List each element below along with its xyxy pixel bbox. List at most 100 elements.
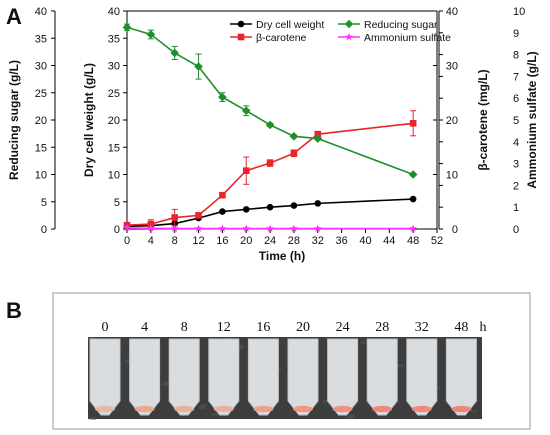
reducing-sugar-point — [194, 62, 203, 71]
ammonium-sulfate-axis-tick-label: 0 — [513, 224, 519, 236]
ammonium-sulfate-axis-tick-label: 10 — [513, 6, 525, 18]
x-tick-label: 48 — [407, 235, 419, 247]
cell-pellet — [411, 405, 432, 413]
time-label: 0 — [102, 320, 109, 335]
x-tick-label: 44 — [383, 235, 395, 247]
x-tick-label: 36 — [335, 235, 347, 247]
background-texture — [201, 404, 207, 407]
dry-cell-weight-line — [126, 198, 414, 228]
dry-cell-weight-point — [409, 195, 417, 203]
cell-pellet — [253, 405, 274, 413]
ammonium-sulfate-point — [242, 224, 251, 232]
dry-cell-weight-point — [266, 203, 274, 211]
x-tick-label: 52 — [431, 235, 443, 247]
background-texture — [162, 383, 168, 386]
reducing-sugar-axis-tick-label: 40 — [35, 6, 47, 18]
tube-photo: 0 4 8 12 16 20 24 28 32 48 h — [52, 292, 531, 430]
background-texture — [349, 414, 355, 417]
time-label: 48 — [454, 320, 468, 335]
ammonium-sulfate-axis-tick-label: 6 — [513, 93, 519, 105]
background-texture — [199, 406, 205, 409]
tube — [366, 338, 398, 416]
beta-carotene-point — [242, 167, 250, 174]
beta-carotene-point — [409, 119, 417, 127]
beta-carotene-point — [266, 159, 274, 167]
time-label: 32 — [415, 320, 429, 335]
reducing-sugar-axis-tick-label: 10 — [35, 170, 47, 182]
ammonium-sulfate-axis-tick-label: 1 — [513, 202, 519, 214]
reducing-sugar-axis-tick-label: 25 — [35, 88, 47, 100]
panel-b-label: B — [6, 298, 22, 323]
beta-carotene-line — [126, 122, 414, 226]
time-label: 8 — [181, 320, 188, 335]
x-tick-label: 32 — [312, 235, 324, 247]
reducing-sugar-point — [146, 30, 156, 39]
reducing-sugar-axis-tick-label: 35 — [35, 33, 47, 45]
reducing-sugar-point — [289, 132, 299, 141]
ammonium-sulfate-axis-tick-label: 5 — [513, 115, 519, 127]
x-tick-label: 12 — [192, 235, 204, 247]
cell-pellet — [332, 405, 353, 413]
x-axis-label: Time (h) — [259, 249, 305, 263]
tube — [247, 338, 279, 416]
reducing-sugar-point — [265, 120, 275, 130]
reducing-sugar-point — [241, 106, 251, 116]
reducing-sugar-axis-label: Reducing sugar (g/L) — [7, 60, 21, 180]
x-tick-label: 16 — [216, 235, 228, 247]
ammonium-sulfate-point — [170, 224, 179, 232]
beta-carotene-point — [290, 149, 298, 157]
background-texture — [397, 364, 403, 367]
legend-beta-carotene-label: β-carotene — [256, 32, 307, 44]
beta-carotene-point — [314, 130, 322, 138]
cell-pellet — [451, 405, 472, 413]
reducing-sugar-axis-tick-label: 5 — [41, 197, 47, 209]
time-label: 16 — [256, 320, 270, 335]
legend-reducing-sugar-label: Reducing sugar — [364, 19, 438, 31]
ammonium-sulfate-point — [289, 224, 298, 232]
ammonium-sulfate-axis-tick-label: 3 — [513, 159, 519, 171]
x-tick-label: 4 — [148, 235, 154, 247]
dry-cell-weight-axis-tick-label: 10 — [108, 170, 120, 182]
time-label: 12 — [217, 320, 231, 335]
dry-cell-weight-axis-tick-label: 25 — [108, 88, 120, 100]
time-label: 4 — [141, 320, 148, 335]
x-tick-label: 40 — [359, 235, 371, 247]
dry-cell-weight-axis-label: Dry cell weight (g/L) — [82, 63, 96, 177]
reducing-sugar-point — [218, 92, 227, 102]
background-texture — [347, 416, 353, 419]
tube — [129, 338, 161, 416]
beta-carotene-axis-label: β-carotene (mg/L) — [476, 69, 490, 170]
reducing-sugar-axis-tick-label: 30 — [35, 61, 47, 73]
background-texture — [471, 410, 477, 413]
ammonium-sulfate-point — [123, 223, 131, 232]
time-label: 28 — [375, 320, 389, 335]
ammonium-sulfate-point — [146, 224, 155, 232]
reducing-sugar-point — [408, 170, 418, 179]
dry-cell-weight-axis-tick-label: 5 — [114, 197, 120, 209]
background-texture — [90, 417, 96, 420]
beta-carotene-axis-tick-label: 10 — [446, 170, 458, 182]
dry-cell-weight-axis-tick-label: 30 — [108, 61, 120, 73]
background-texture — [238, 345, 244, 348]
background-texture — [164, 381, 170, 384]
cell-pellet — [213, 405, 234, 413]
ammonium-sulfate-line — [126, 227, 414, 230]
tube — [208, 338, 240, 416]
beta-carotene-point — [195, 212, 202, 219]
legend-ammonium-sulfate-marker — [345, 32, 353, 41]
dry-cell-weight-point — [314, 200, 322, 207]
dry-cell-weight-point — [219, 208, 226, 215]
x-tick-label: 0 — [124, 235, 130, 247]
ammonium-sulfate-axis-tick-label: 9 — [513, 28, 519, 40]
ammonium-sulfate-axis-tick-label: 2 — [513, 180, 519, 192]
beta-carotene-axis-tick-label: 40 — [446, 6, 458, 18]
x-tick-label: 24 — [264, 235, 276, 247]
dry-cell-weight-axis-tick-label: 15 — [108, 142, 120, 154]
reducing-sugar-axis-tick-label: 20 — [35, 115, 47, 127]
ammonium-sulfate-point — [409, 224, 418, 232]
tube — [327, 338, 359, 416]
reducing-sugar-axis-tick-label: 0 — [41, 224, 47, 236]
